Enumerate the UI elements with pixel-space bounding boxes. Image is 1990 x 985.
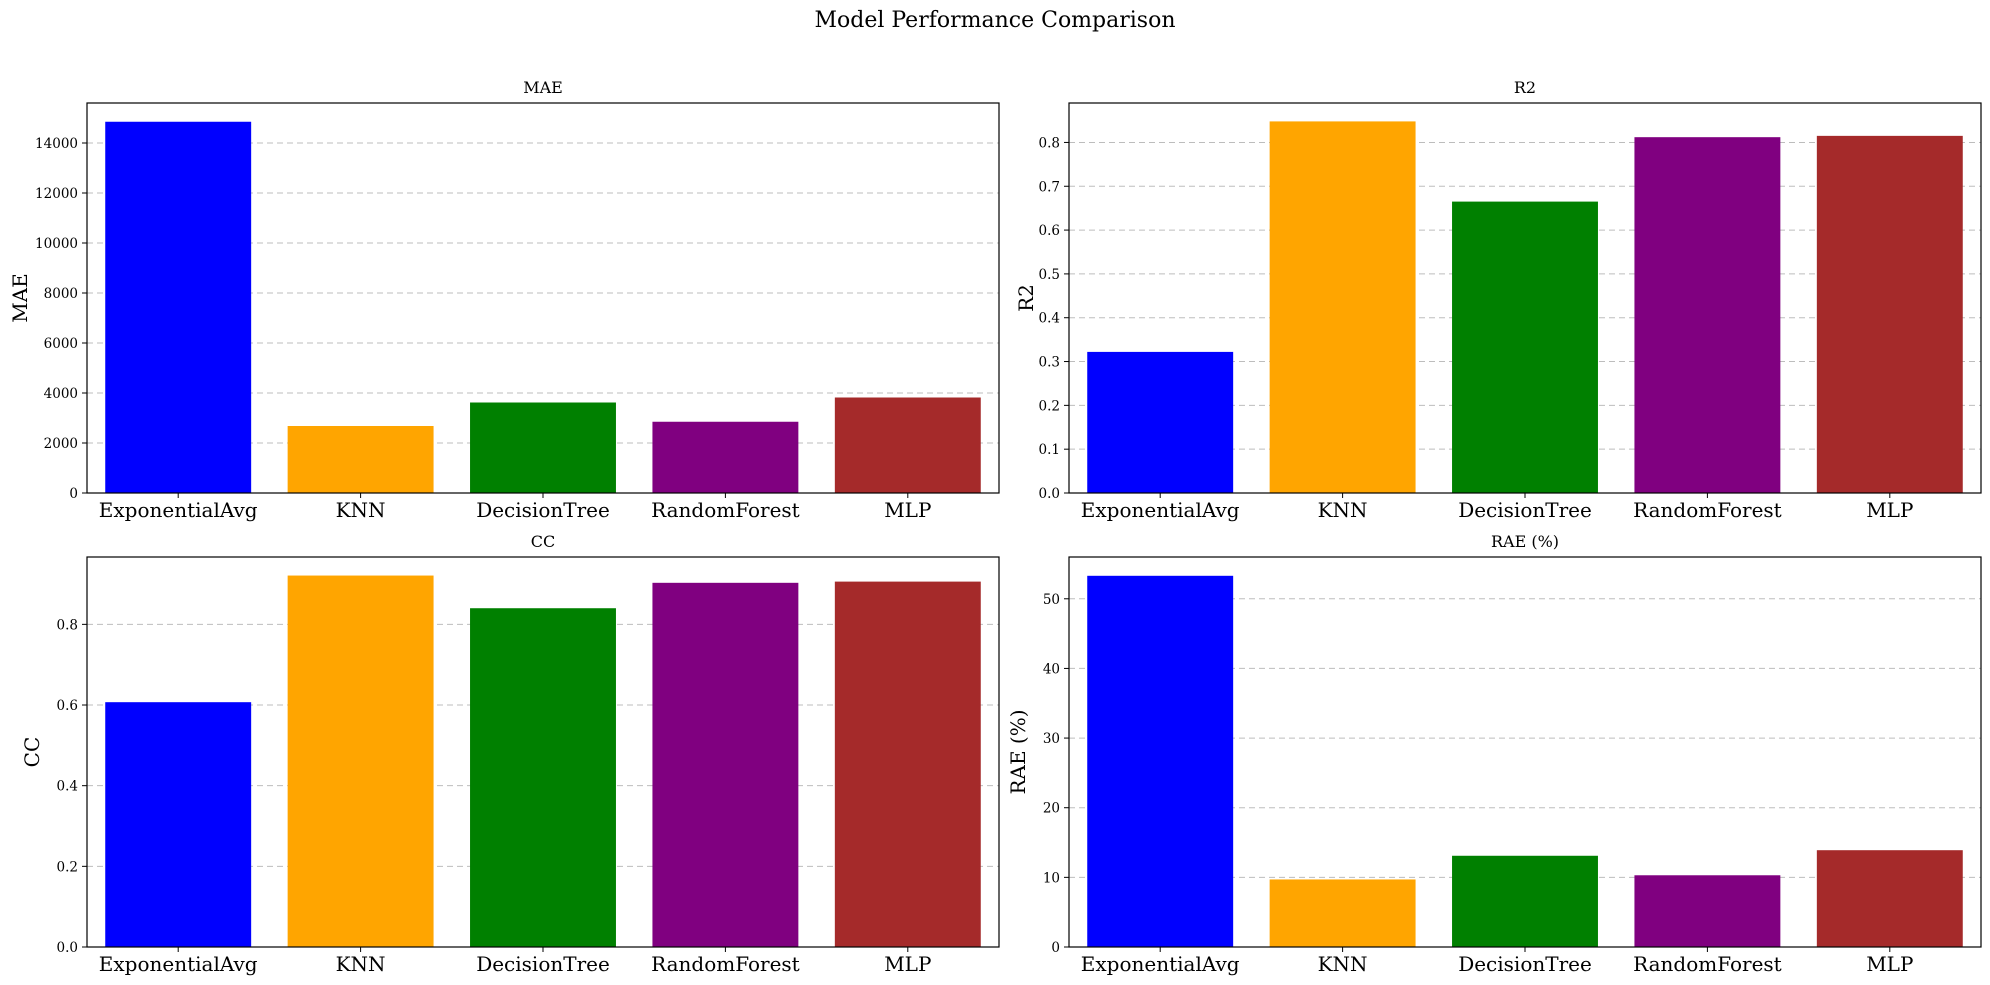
y-tick-label: 10000 bbox=[35, 236, 78, 252]
bar-knn bbox=[1269, 879, 1416, 947]
x-tick-label: DecisionTree bbox=[476, 952, 610, 976]
y-axis-label: R2 bbox=[1014, 284, 1038, 312]
y-tick-label: 0.2 bbox=[57, 859, 78, 875]
bar-mlp bbox=[834, 581, 981, 947]
bar-exponentialavg bbox=[1087, 575, 1234, 947]
bar-exponentialavg bbox=[105, 121, 252, 493]
x-tick-label: RandomForest bbox=[1633, 498, 1782, 522]
y-tick-label: 0 bbox=[69, 486, 78, 502]
x-tick-label: MLP bbox=[884, 498, 931, 522]
subplot-4: RAE (%) RAE (%) 0 10 20 30 40 50 ExponentialAvg K… bbox=[1006, 532, 1982, 976]
y-tick-label: 0 bbox=[1051, 940, 1060, 956]
y-tick-label: 2000 bbox=[44, 436, 78, 452]
y-tick-label: 0.5 bbox=[1039, 267, 1060, 283]
bar-decisiontree bbox=[1452, 201, 1598, 493]
x-tick-label: RandomForest bbox=[1633, 952, 1782, 976]
bar-knn bbox=[287, 575, 434, 947]
bar-mlp bbox=[834, 397, 981, 493]
x-tick-label: KNN bbox=[336, 952, 386, 976]
axes-frame bbox=[86, 556, 1000, 948]
x-tick-label: ExponentialAvg bbox=[1081, 952, 1240, 976]
subplot-3: CC CC 0.0 0.2 0.4 0.6 0.8 ExponentialAvg KNN Deci… bbox=[20, 532, 1000, 976]
bar-randomforest bbox=[1634, 137, 1781, 493]
y-tick-label: 12000 bbox=[35, 186, 78, 202]
bar-mlp bbox=[1816, 135, 1963, 493]
y-tick-label: 0.6 bbox=[1039, 223, 1060, 239]
y-tick-label: 0.6 bbox=[57, 698, 78, 714]
y-axis-label: RAE (%) bbox=[1006, 709, 1030, 794]
y-tick-label: 14000 bbox=[35, 136, 78, 152]
y-tick-label: 0.8 bbox=[1039, 135, 1060, 151]
x-tick-label: ExponentialAvg bbox=[99, 952, 258, 976]
x-tick-label: MLP bbox=[1866, 952, 1913, 976]
y-tick-label: 4000 bbox=[44, 386, 78, 402]
x-tick-label: ExponentialAvg bbox=[1081, 498, 1240, 522]
bar-decisiontree bbox=[470, 402, 616, 493]
bar-mlp bbox=[1816, 850, 1963, 947]
figure-title: Model Performance Comparison bbox=[814, 8, 1175, 33]
bar-decisiontree bbox=[470, 608, 616, 947]
bar-decisiontree bbox=[1452, 855, 1598, 947]
bar-randomforest bbox=[1634, 875, 1781, 947]
subplot-title: R2 bbox=[1514, 78, 1536, 97]
y-tick-label: 0.8 bbox=[57, 617, 78, 633]
axes-frame bbox=[1068, 556, 1982, 948]
x-tick-label: DecisionTree bbox=[1458, 952, 1592, 976]
y-tick-label: 20 bbox=[1043, 801, 1060, 817]
y-axis-label: MAE bbox=[8, 273, 32, 323]
subplot-1: MAE MAE 0 2000 4000 6000 8000 10000 12000 14000 Ex… bbox=[8, 78, 1000, 522]
bar-exponentialavg bbox=[1087, 351, 1234, 493]
subplot-2: R2 R2 0.0 0.1 0.2 0.3 0.4 0.5 0.6 0.7 0.8 Exponenti… bbox=[1014, 78, 1982, 522]
subplot-title: MAE bbox=[523, 78, 563, 97]
x-tick-label: DecisionTree bbox=[1458, 498, 1592, 522]
bar-knn bbox=[287, 426, 434, 493]
x-tick-label: RandomForest bbox=[651, 498, 800, 522]
x-tick-label: KNN bbox=[1318, 498, 1368, 522]
y-tick-label: 0.3 bbox=[1039, 355, 1060, 371]
y-tick-label: 40 bbox=[1043, 661, 1060, 677]
y-tick-label: 0.2 bbox=[1039, 398, 1060, 414]
y-tick-label: 8000 bbox=[44, 286, 78, 302]
x-tick-label: MLP bbox=[1866, 498, 1913, 522]
x-tick-label: KNN bbox=[1318, 952, 1368, 976]
x-tick-label: MLP bbox=[884, 952, 931, 976]
axes-frame bbox=[86, 102, 1000, 494]
y-tick-label: 50 bbox=[1043, 592, 1060, 608]
y-tick-label: 0.1 bbox=[1039, 442, 1060, 458]
y-axis-label: CC bbox=[20, 737, 44, 768]
y-tick-label: 0.7 bbox=[1039, 179, 1060, 195]
y-tick-label: 0.0 bbox=[1039, 486, 1060, 502]
x-tick-label: RandomForest bbox=[651, 952, 800, 976]
bar-randomforest bbox=[652, 582, 799, 947]
subplot-title: CC bbox=[531, 532, 555, 551]
x-tick-label: ExponentialAvg bbox=[99, 498, 258, 522]
y-tick-label: 0.0 bbox=[57, 940, 78, 956]
bar-randomforest bbox=[652, 421, 799, 493]
bar-knn bbox=[1269, 121, 1416, 494]
subplot-title: RAE (%) bbox=[1491, 532, 1559, 551]
y-tick-label: 0.4 bbox=[57, 779, 78, 795]
x-tick-label: DecisionTree bbox=[476, 498, 610, 522]
y-tick-label: 0.4 bbox=[1039, 311, 1060, 327]
y-tick-label: 10 bbox=[1043, 870, 1060, 886]
y-tick-label: 30 bbox=[1043, 731, 1060, 747]
bar-exponentialavg bbox=[105, 702, 252, 947]
y-tick-label: 6000 bbox=[44, 336, 78, 352]
axes-frame bbox=[1068, 102, 1982, 494]
x-tick-label: KNN bbox=[336, 498, 386, 522]
